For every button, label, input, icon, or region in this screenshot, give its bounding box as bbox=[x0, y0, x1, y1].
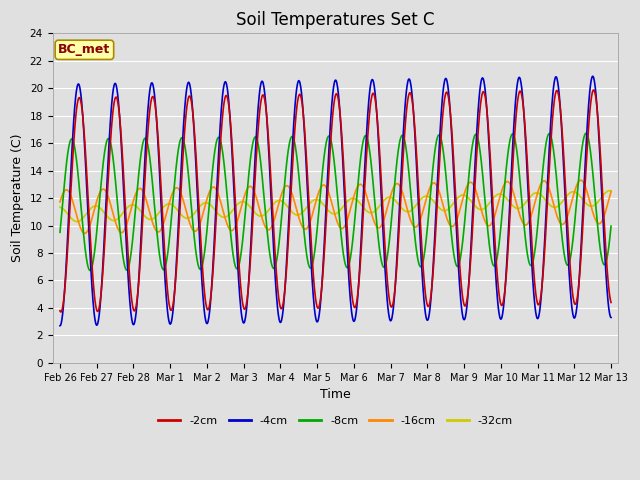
-8cm bbox=[56, 229, 64, 235]
-4cm bbox=[607, 314, 615, 320]
-16cm bbox=[291, 198, 298, 204]
Title: Soil Temperatures Set C: Soil Temperatures Set C bbox=[236, 11, 435, 29]
-2cm bbox=[99, 267, 107, 273]
-2cm bbox=[370, 91, 378, 97]
-32cm bbox=[73, 219, 81, 225]
-4cm bbox=[56, 323, 64, 329]
-2cm bbox=[56, 308, 64, 313]
-8cm bbox=[122, 265, 129, 271]
-2cm bbox=[291, 136, 298, 142]
-2cm bbox=[590, 87, 598, 93]
-4cm bbox=[99, 266, 106, 272]
-32cm bbox=[301, 206, 309, 212]
-8cm bbox=[301, 243, 309, 249]
-8cm bbox=[86, 268, 94, 274]
Line: -16cm: -16cm bbox=[60, 180, 611, 233]
-16cm bbox=[122, 225, 129, 231]
-16cm bbox=[81, 230, 88, 236]
-2cm bbox=[122, 205, 129, 211]
Line: -2cm: -2cm bbox=[60, 90, 611, 312]
Line: -4cm: -4cm bbox=[60, 76, 611, 326]
-2cm bbox=[301, 141, 309, 146]
-32cm bbox=[370, 209, 378, 215]
-16cm bbox=[312, 200, 319, 206]
-8cm bbox=[312, 242, 319, 248]
-4cm bbox=[121, 216, 129, 222]
-32cm bbox=[312, 196, 319, 202]
-16cm bbox=[607, 189, 615, 194]
-16cm bbox=[370, 218, 378, 224]
-8cm bbox=[370, 189, 378, 195]
-2cm bbox=[57, 309, 65, 315]
-4cm bbox=[301, 143, 309, 148]
-8cm bbox=[291, 138, 298, 144]
Line: -32cm: -32cm bbox=[60, 191, 611, 222]
-4cm bbox=[290, 120, 298, 126]
-8cm bbox=[607, 223, 615, 229]
Line: -8cm: -8cm bbox=[60, 133, 611, 271]
-32cm bbox=[122, 207, 129, 213]
-32cm bbox=[607, 188, 615, 193]
-16cm bbox=[301, 226, 309, 232]
-4cm bbox=[370, 80, 378, 85]
Text: BC_met: BC_met bbox=[58, 43, 111, 56]
-32cm bbox=[606, 188, 614, 193]
-16cm bbox=[577, 177, 585, 183]
-32cm bbox=[99, 208, 107, 214]
-2cm bbox=[607, 300, 615, 305]
X-axis label: Time: Time bbox=[320, 388, 351, 401]
-2cm bbox=[312, 295, 319, 301]
Y-axis label: Soil Temperature (C): Soil Temperature (C) bbox=[11, 134, 24, 263]
-8cm bbox=[582, 131, 590, 136]
Legend: -2cm, -4cm, -8cm, -16cm, -32cm: -2cm, -4cm, -8cm, -16cm, -32cm bbox=[154, 411, 517, 430]
-8cm bbox=[99, 162, 107, 168]
-4cm bbox=[311, 312, 319, 317]
-32cm bbox=[56, 204, 64, 210]
-16cm bbox=[99, 186, 107, 192]
-16cm bbox=[56, 199, 64, 205]
-32cm bbox=[291, 211, 298, 217]
-4cm bbox=[589, 73, 596, 79]
